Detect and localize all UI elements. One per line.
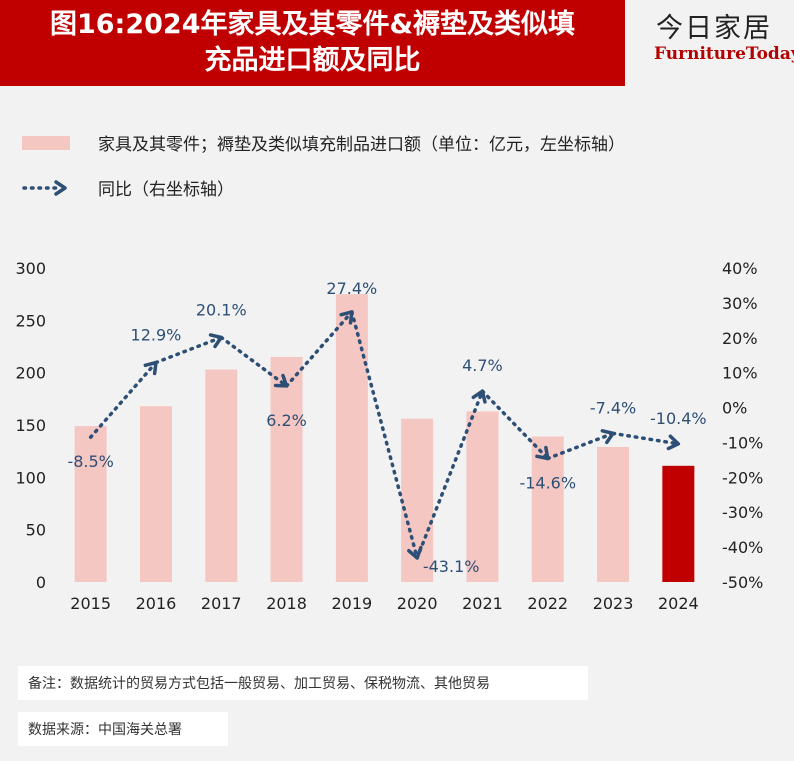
bar-2024 xyxy=(662,465,695,582)
yoy-data-label: -14.6% xyxy=(519,473,576,492)
chart-title-line2: 充品进口额及同比 xyxy=(204,45,421,76)
yoy-line-segment xyxy=(415,389,485,560)
right-axis-tick-label: -10% xyxy=(722,433,763,452)
x-axis-tick-label: 2015 xyxy=(70,594,111,613)
x-axis-tick-label: 2016 xyxy=(136,594,177,613)
legend-bar-label: 家具及其零件；褥垫及类似填充制品进口额（单位：亿元，左坐标轴） xyxy=(98,135,625,155)
bar-2015 xyxy=(74,426,107,582)
x-axis-tick-label: 2022 xyxy=(527,594,568,613)
data-source: 数据来源：中国海关总署 xyxy=(18,712,228,746)
left-axis-tick-label: 150 xyxy=(15,416,46,435)
footnote: 备注：数据统计的贸易方式包括一般贸易、加工贸易、保税物流、其他贸易 xyxy=(18,666,588,700)
yoy-line-segment xyxy=(546,431,615,461)
yoy-data-label: 4.7% xyxy=(462,356,503,375)
legend-bar-entry: 家具及其零件；褥垫及类似填充制品进口额（单位：亿元，左坐标轴） xyxy=(22,130,625,155)
yoy-line-segment xyxy=(219,335,289,388)
chart-title: 图16:2024年家具及其零件&褥垫及类似填 充品进口额及同比 xyxy=(0,0,625,86)
left-axis-tick-label: 250 xyxy=(15,311,46,330)
left-axis-tick-label: 100 xyxy=(15,468,46,487)
yoy-data-label: -10.4% xyxy=(650,409,707,428)
x-axis-tick-label: 2023 xyxy=(593,594,634,613)
left-axis-tick-label: 0 xyxy=(36,573,46,592)
bar-2022 xyxy=(531,436,564,582)
legend-bar-swatch xyxy=(22,135,70,150)
right-axis-tick-label: 10% xyxy=(722,364,758,383)
right-axis-tick-label: 20% xyxy=(722,329,758,348)
right-axis-tick-label: -40% xyxy=(722,538,763,557)
bar-2019 xyxy=(335,294,368,582)
yoy-line-segment xyxy=(350,310,419,560)
left-axis-tick-label: 50 xyxy=(26,521,46,540)
right-axis-tick-label: 40% xyxy=(722,259,758,278)
x-axis-tick-label: 2024 xyxy=(658,594,699,613)
yoy-line-segment xyxy=(480,389,550,461)
x-axis-tick-label: 2019 xyxy=(331,594,372,613)
yoy-line-segment xyxy=(88,360,158,439)
right-axis-tick-label: -30% xyxy=(722,503,763,522)
brand-logo-en: FurnitureToday xyxy=(654,44,794,64)
x-axis-tick-label: 2017 xyxy=(201,594,242,613)
right-axis-tick-label: -20% xyxy=(722,468,763,487)
bar-2017 xyxy=(205,369,238,582)
right-axis-tick-label: -50% xyxy=(722,573,763,592)
x-axis-tick-label: 2018 xyxy=(266,594,307,613)
yoy-arrowhead xyxy=(666,434,681,451)
brand-logo-cn: 今日家居 xyxy=(656,13,772,44)
yoy-data-label: 27.4% xyxy=(326,279,377,298)
yoy-data-label: 20.1% xyxy=(196,300,247,319)
legend-line-entry: 同比（右坐标轴） xyxy=(22,175,234,200)
bar-2023 xyxy=(597,446,630,582)
left-axis-tick-label: 300 xyxy=(15,259,46,278)
left-axis-tick-label: 200 xyxy=(15,364,46,383)
bar-2018 xyxy=(270,356,303,582)
yoy-line-segment xyxy=(611,431,681,446)
legend-line-swatch xyxy=(22,178,70,198)
x-axis-tick-label: 2021 xyxy=(462,594,503,613)
yoy-data-label: -7.4% xyxy=(590,398,636,417)
yoy-line-segment xyxy=(284,310,354,388)
x-axis-tick-label: 2020 xyxy=(397,594,438,613)
yoy-line-segment xyxy=(154,335,223,365)
chart-title-line1: 图16:2024年家具及其零件&褥垫及类似填 xyxy=(49,9,576,40)
yoy-data-label: -43.1% xyxy=(423,557,480,576)
right-axis-tick-label: 30% xyxy=(722,294,758,313)
bar-2021 xyxy=(466,411,499,582)
yoy-data-label: 12.9% xyxy=(131,326,182,345)
bar-2016 xyxy=(139,406,172,582)
legend-line-label: 同比（右坐标轴） xyxy=(98,180,234,200)
combo-chart: 0 50 100 150 200 250 300 -50% -40% -30% -20% -10% 0%… xyxy=(15,259,763,613)
right-axis-tick-label: 0% xyxy=(722,399,747,418)
yoy-data-label: 6.2% xyxy=(266,411,307,430)
yoy-data-label: -8.5% xyxy=(67,452,113,471)
